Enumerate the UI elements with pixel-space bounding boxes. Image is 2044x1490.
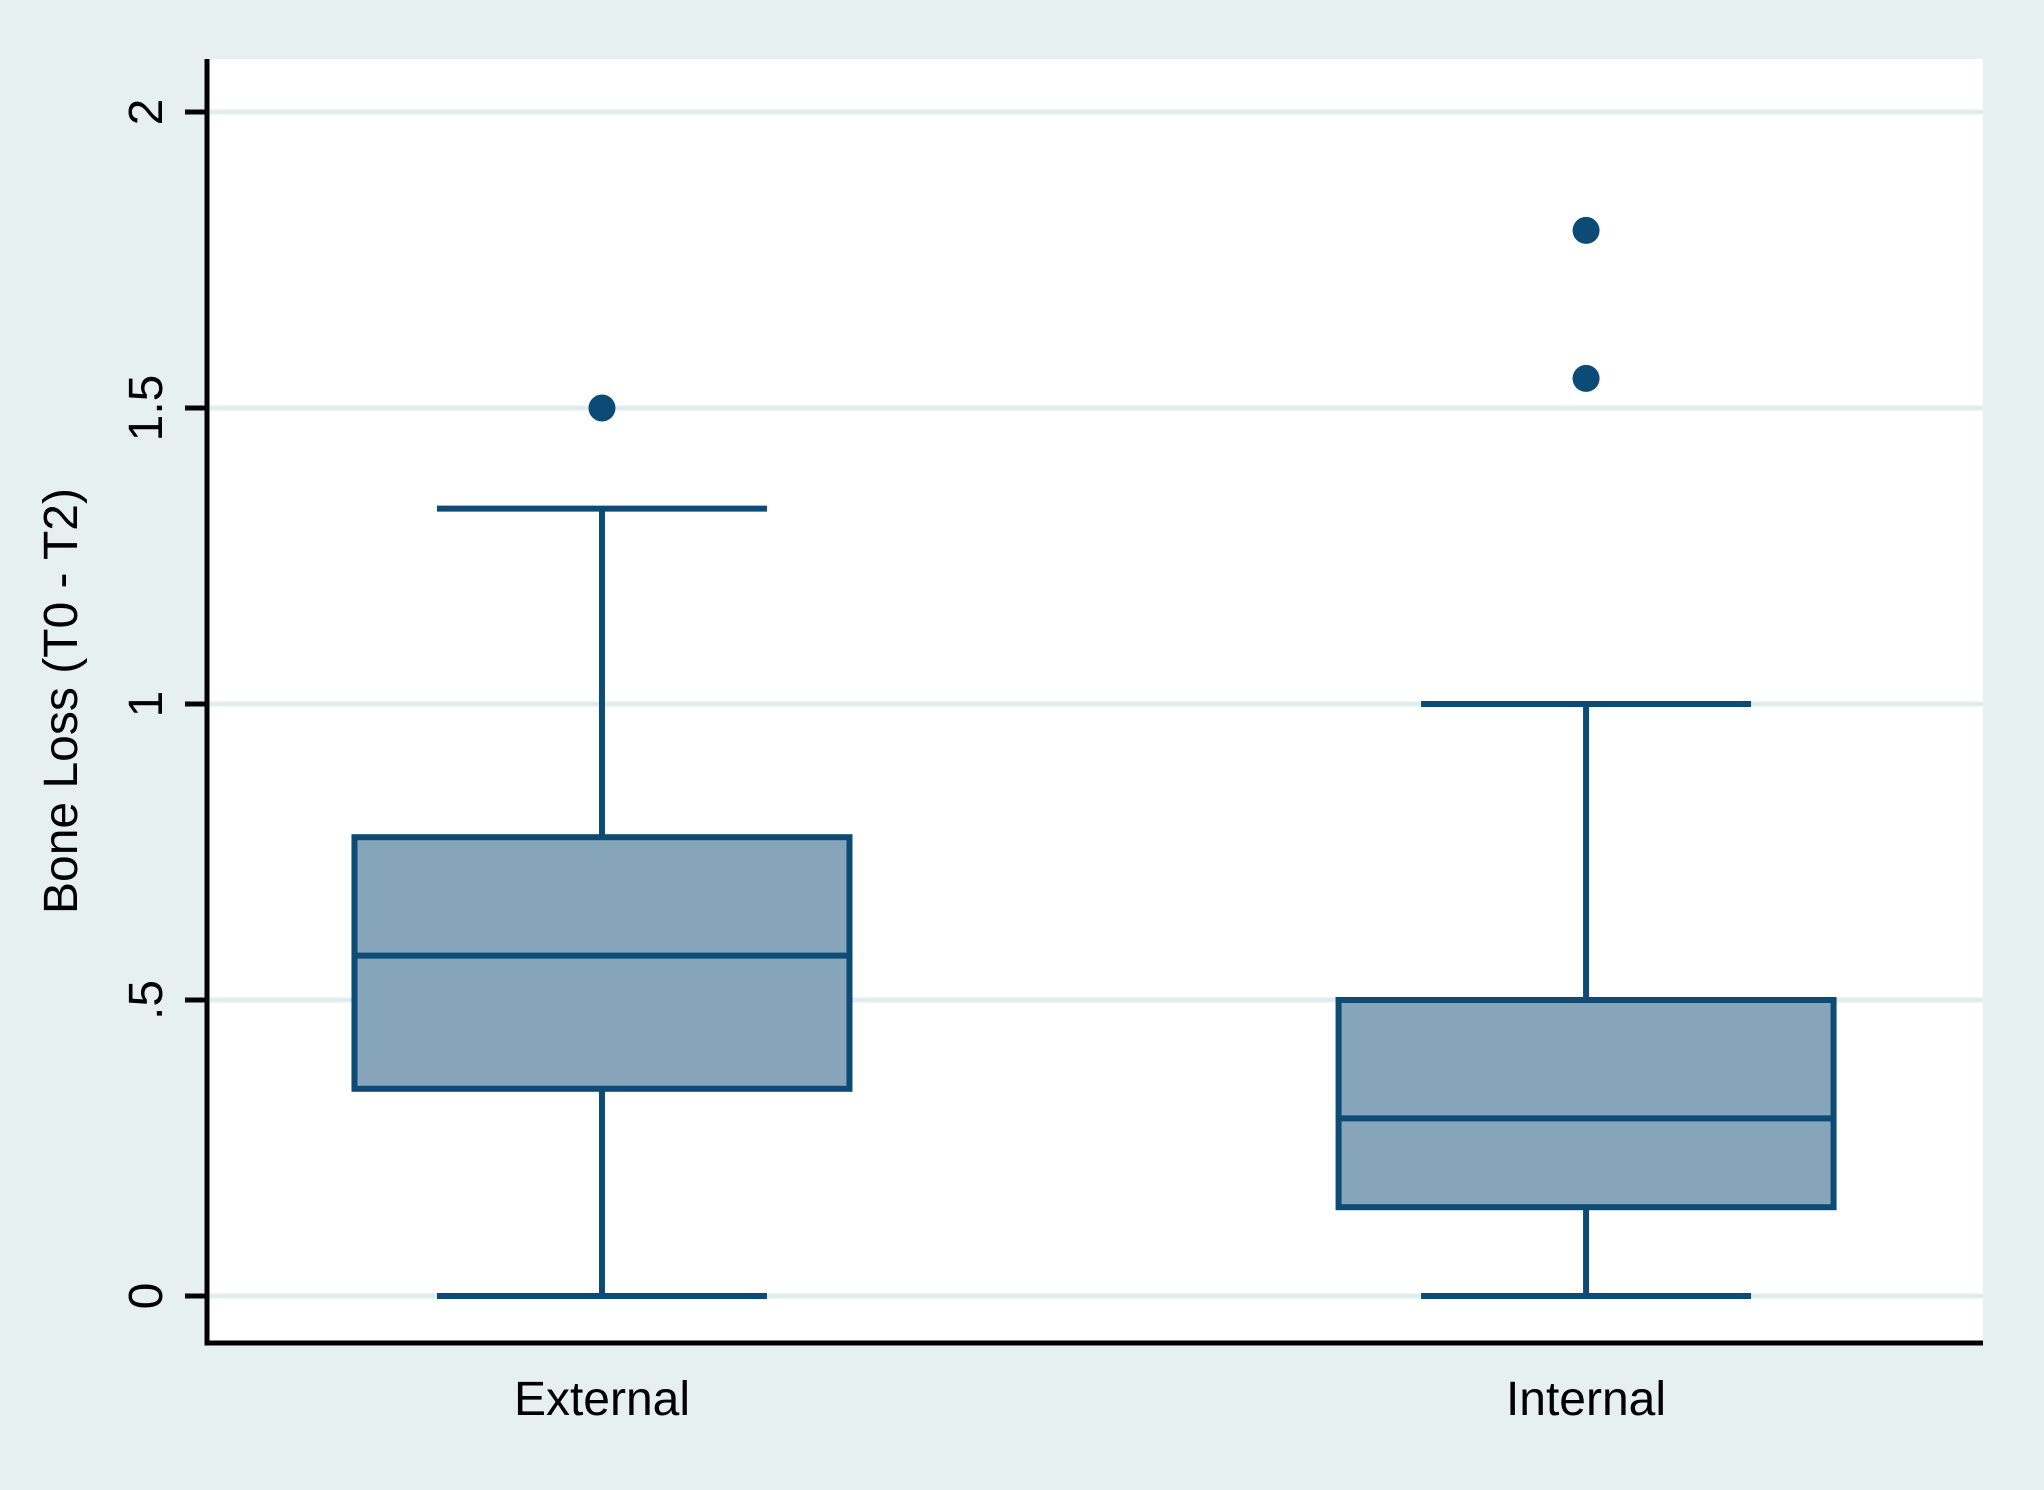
category-label-internal: Internal bbox=[1506, 1373, 1666, 1426]
y-tick-label: 1 bbox=[120, 691, 173, 718]
y-tick-label: 1.5 bbox=[120, 375, 173, 442]
outlier-dot bbox=[1572, 364, 1600, 392]
category-label-external: External bbox=[514, 1373, 690, 1426]
iqr-box bbox=[351, 834, 853, 1092]
iqr-box bbox=[1335, 997, 1837, 1211]
outlier-dot bbox=[1572, 216, 1600, 244]
outlier-dot bbox=[588, 394, 616, 422]
y-tick-label: 2 bbox=[120, 99, 173, 126]
box-group-internal bbox=[1335, 216, 1837, 1299]
box-group-external bbox=[351, 394, 853, 1299]
y-tick-label: 0 bbox=[120, 1283, 173, 1310]
plot-layer: 0 .5 1 1.5 2 bbox=[120, 59, 1983, 1346]
y-tick-label: .5 bbox=[120, 980, 173, 1020]
y-axis-title: Bone Loss (T0 - T2) bbox=[35, 488, 88, 914]
